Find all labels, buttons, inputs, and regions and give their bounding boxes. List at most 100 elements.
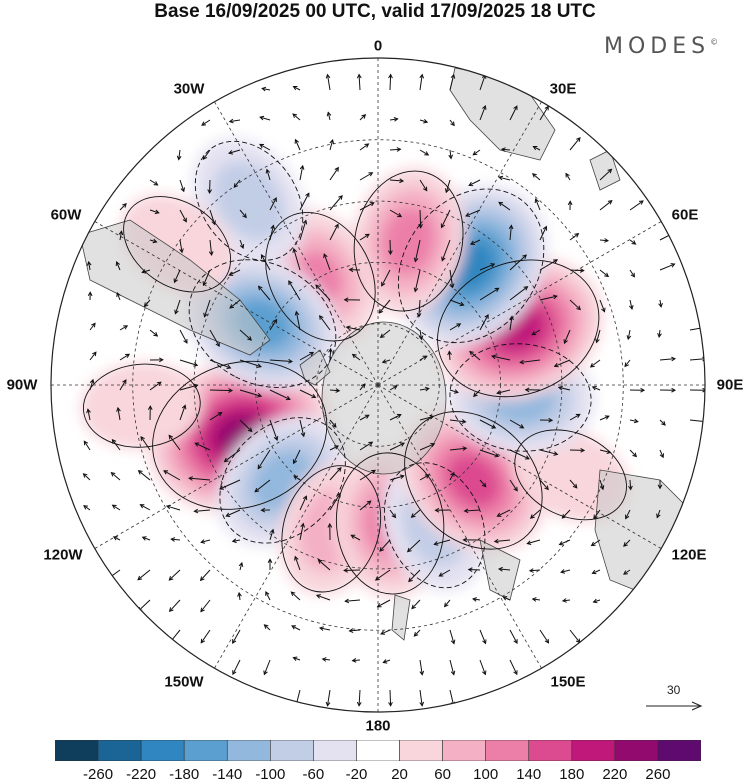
wind-vector bbox=[449, 472, 455, 481]
wind-vector-head bbox=[291, 625, 297, 630]
wind-vector-head bbox=[413, 631, 419, 637]
wind-vector bbox=[329, 419, 337, 428]
wind-vector-head bbox=[229, 304, 235, 309]
wind-vector-head bbox=[411, 604, 416, 610]
wind-vector-head bbox=[422, 186, 428, 192]
wind-vector-head bbox=[418, 223, 423, 229]
wind-vector bbox=[499, 568, 511, 571]
wind-vector bbox=[262, 87, 271, 91]
wind-vector-head bbox=[218, 485, 224, 490]
wind-vector bbox=[569, 269, 584, 272]
wind-vector-head bbox=[364, 143, 370, 148]
wind-vector bbox=[539, 106, 549, 121]
wind-vector bbox=[592, 386, 601, 391]
wind-vector-head bbox=[259, 115, 265, 121]
wind-vector-head bbox=[656, 513, 661, 519]
wind-vector-head bbox=[481, 482, 487, 488]
colorbar-tick-label: 60 bbox=[434, 766, 451, 783]
wind-vector-head bbox=[494, 287, 500, 293]
wind-vector-head bbox=[553, 259, 559, 264]
wind-vector-head bbox=[453, 389, 459, 394]
wind-vector bbox=[149, 179, 158, 186]
wind-vector bbox=[449, 119, 455, 126]
wind-vector bbox=[318, 559, 331, 571]
wind-vector bbox=[113, 536, 121, 541]
colorbar-tick-label: 220 bbox=[602, 766, 628, 783]
south-america bbox=[79, 219, 271, 356]
wind-vector bbox=[569, 299, 581, 310]
wind-vector bbox=[219, 479, 241, 490]
wind-vector-head bbox=[469, 240, 475, 245]
wind-vector-head bbox=[302, 219, 308, 225]
wind-vector-head bbox=[173, 278, 178, 284]
wind-vector-head bbox=[265, 168, 271, 174]
wind-vector bbox=[479, 659, 486, 675]
wind-vector bbox=[479, 74, 486, 91]
wind-vector bbox=[659, 419, 666, 426]
wind-vector-head bbox=[575, 413, 581, 419]
wind-vector-head bbox=[456, 323, 462, 328]
wind-vector bbox=[509, 286, 528, 301]
wind-vector-head bbox=[272, 318, 278, 324]
wind-vector bbox=[292, 113, 301, 121]
wind-vector-head bbox=[671, 387, 677, 393]
wind-vector bbox=[179, 239, 183, 253]
wind-vector bbox=[204, 299, 211, 317]
wind-vector-head bbox=[670, 232, 676, 237]
wind-vector-head bbox=[293, 475, 299, 480]
wind-vector-head bbox=[379, 547, 384, 552]
wind-vector-head bbox=[238, 561, 244, 567]
wind-vector-head bbox=[168, 607, 174, 613]
wind-vector bbox=[174, 299, 181, 314]
wind-vector bbox=[327, 689, 331, 706]
wind-vector bbox=[498, 176, 511, 181]
colorbar-tick-label: 140 bbox=[516, 766, 542, 783]
wind-vector bbox=[209, 359, 231, 369]
wind-vector-head bbox=[671, 356, 677, 362]
wind-vector-head bbox=[423, 118, 429, 124]
wind-vector-head bbox=[544, 485, 549, 491]
wind-vector bbox=[596, 329, 601, 343]
wind-vector-head bbox=[498, 566, 503, 572]
wind-vector bbox=[379, 539, 391, 552]
wind-vector-head bbox=[524, 387, 530, 393]
anomaly-field bbox=[80, 138, 630, 598]
wind-vector bbox=[228, 149, 241, 154]
reference-vector-label: 30 bbox=[667, 683, 681, 697]
wind-vector bbox=[449, 629, 455, 644]
wind-vector bbox=[202, 149, 211, 160]
wind-vector bbox=[352, 659, 361, 662]
wind-vector bbox=[441, 209, 451, 228]
wind-vector bbox=[590, 359, 601, 368]
wind-vector bbox=[501, 148, 511, 151]
wind-vector-head bbox=[321, 657, 327, 662]
wind-vector bbox=[569, 629, 581, 643]
wind-vector-head bbox=[292, 247, 297, 253]
wind-vector-head bbox=[461, 419, 467, 424]
wind-vector bbox=[414, 269, 421, 292]
wind-vector-head bbox=[558, 541, 564, 546]
wind-vector bbox=[509, 659, 518, 675]
wind-vector-head bbox=[137, 470, 143, 475]
contour bbox=[353, 170, 464, 312]
contour bbox=[265, 212, 376, 342]
wind-vector-head bbox=[223, 457, 229, 463]
wind-vector-head bbox=[334, 223, 339, 229]
wind-vector-head bbox=[548, 417, 554, 423]
wind-vector bbox=[563, 329, 571, 344]
wind-vector bbox=[558, 386, 571, 391]
wind-vector-head bbox=[125, 353, 131, 359]
wind-vector-head bbox=[468, 181, 474, 187]
wind-vector bbox=[383, 659, 391, 663]
wind-vector-head bbox=[86, 408, 91, 414]
wind-vector-head bbox=[388, 250, 393, 256]
label-lon-150w: 150W bbox=[164, 673, 204, 691]
wind-vector bbox=[565, 173, 571, 181]
wind-vector-head bbox=[112, 536, 118, 541]
wind-vector bbox=[627, 329, 631, 340]
wind-vector-head bbox=[508, 224, 514, 230]
wind-vector bbox=[288, 280, 301, 301]
wind-vector bbox=[509, 629, 518, 644]
wind-vector-head bbox=[450, 471, 455, 477]
wind-vector-head bbox=[640, 387, 646, 393]
